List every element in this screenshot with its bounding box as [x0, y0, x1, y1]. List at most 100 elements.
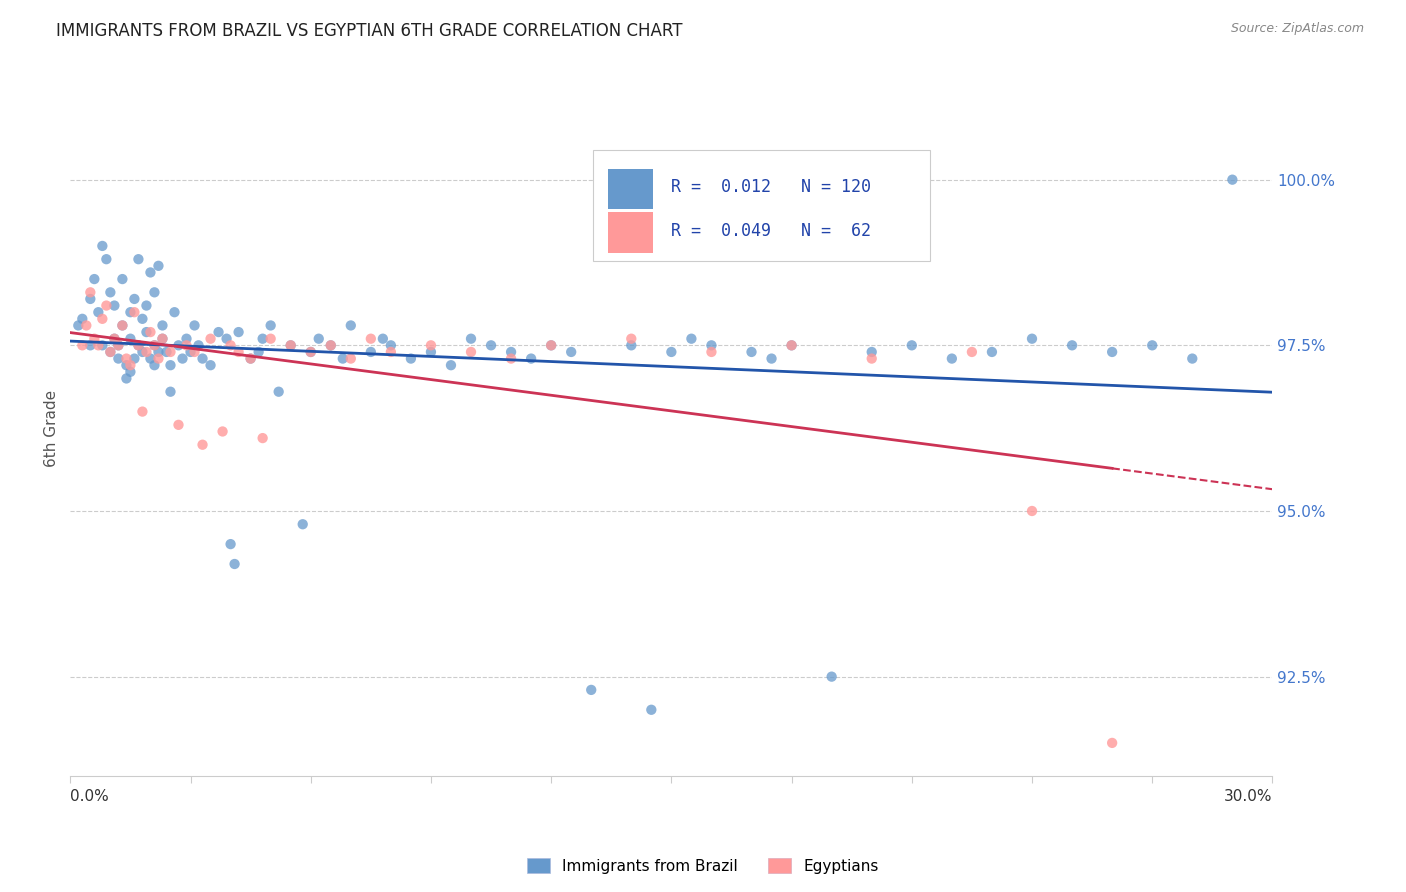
Point: [1142, 338, 1164, 352]
Point: [291, 517, 314, 532]
Point: [127, 338, 149, 352]
Point: [98, 345, 122, 359]
Point: [163, 305, 186, 319]
Point: [183, 345, 205, 359]
Point: [143, 358, 166, 372]
Point: [1101, 736, 1123, 750]
Point: [360, 332, 382, 346]
Point: [91, 239, 114, 253]
Point: [700, 338, 723, 352]
Point: [741, 345, 763, 359]
Point: [135, 345, 157, 359]
Point: [115, 371, 138, 385]
Point: [239, 351, 262, 366]
Point: [308, 332, 330, 346]
Point: [152, 332, 174, 346]
Point: [111, 272, 134, 286]
Point: [79, 338, 101, 352]
Point: [120, 332, 142, 346]
Bar: [607, 212, 654, 252]
Point: [75, 318, 97, 333]
Point: [399, 351, 422, 366]
Point: [440, 358, 463, 372]
Point: [228, 345, 250, 359]
Point: [176, 332, 198, 346]
Point: [124, 351, 146, 366]
Point: [127, 252, 149, 267]
Point: [131, 311, 153, 326]
Point: [280, 338, 302, 352]
Point: [124, 305, 146, 319]
Point: [581, 682, 603, 697]
Point: [239, 351, 262, 366]
Point: [72, 311, 94, 326]
Point: [176, 338, 198, 352]
Point: [340, 318, 363, 333]
Point: [420, 345, 443, 359]
Point: [280, 338, 302, 352]
Point: [96, 299, 118, 313]
Point: [107, 338, 129, 352]
Point: [139, 325, 162, 339]
Point: [224, 557, 246, 571]
Point: [540, 338, 562, 352]
Point: [127, 338, 149, 352]
Point: [103, 332, 125, 346]
FancyBboxPatch shape: [593, 150, 929, 261]
Point: [260, 318, 283, 333]
Point: [267, 384, 290, 399]
Point: [700, 345, 723, 359]
Point: [420, 338, 443, 352]
Point: [371, 332, 394, 346]
Point: [87, 305, 110, 319]
Point: [148, 259, 170, 273]
Text: R =  0.012   N = 120: R = 0.012 N = 120: [672, 178, 872, 195]
Point: [152, 318, 174, 333]
Legend: Immigrants from Brazil, Egyptians: Immigrants from Brazil, Egyptians: [520, 852, 886, 880]
Point: [120, 365, 142, 379]
Point: [540, 338, 562, 352]
Point: [200, 358, 222, 372]
Point: [981, 345, 1004, 359]
Point: [340, 351, 363, 366]
Point: [91, 338, 114, 352]
Point: [901, 338, 924, 352]
Bar: [607, 169, 654, 209]
Point: [1222, 172, 1244, 186]
Point: [1181, 351, 1204, 366]
Text: R =  0.049   N =  62: R = 0.049 N = 62: [672, 221, 872, 240]
Point: [479, 338, 502, 352]
Point: [460, 345, 482, 359]
Point: [131, 404, 153, 418]
Point: [139, 265, 162, 279]
Point: [103, 299, 125, 313]
Point: [159, 345, 181, 359]
Point: [299, 345, 322, 359]
Point: [159, 358, 181, 372]
Point: [143, 338, 166, 352]
Point: [87, 338, 110, 352]
Point: [148, 351, 170, 366]
Point: [207, 325, 229, 339]
Point: [200, 332, 222, 346]
Point: [83, 272, 105, 286]
Point: [120, 358, 142, 372]
Point: [620, 338, 643, 352]
Point: [252, 431, 274, 445]
Point: [780, 338, 803, 352]
Point: [152, 332, 174, 346]
Text: 0.0%: 0.0%: [70, 789, 110, 805]
Point: [135, 299, 157, 313]
Point: [332, 351, 354, 366]
Point: [115, 358, 138, 372]
Point: [83, 332, 105, 346]
Point: [821, 670, 844, 684]
Point: [761, 351, 783, 366]
Point: [640, 703, 662, 717]
Point: [180, 345, 202, 359]
Point: [148, 345, 170, 359]
Point: [560, 345, 582, 359]
Point: [191, 438, 214, 452]
Point: [681, 332, 703, 346]
Point: [155, 345, 177, 359]
